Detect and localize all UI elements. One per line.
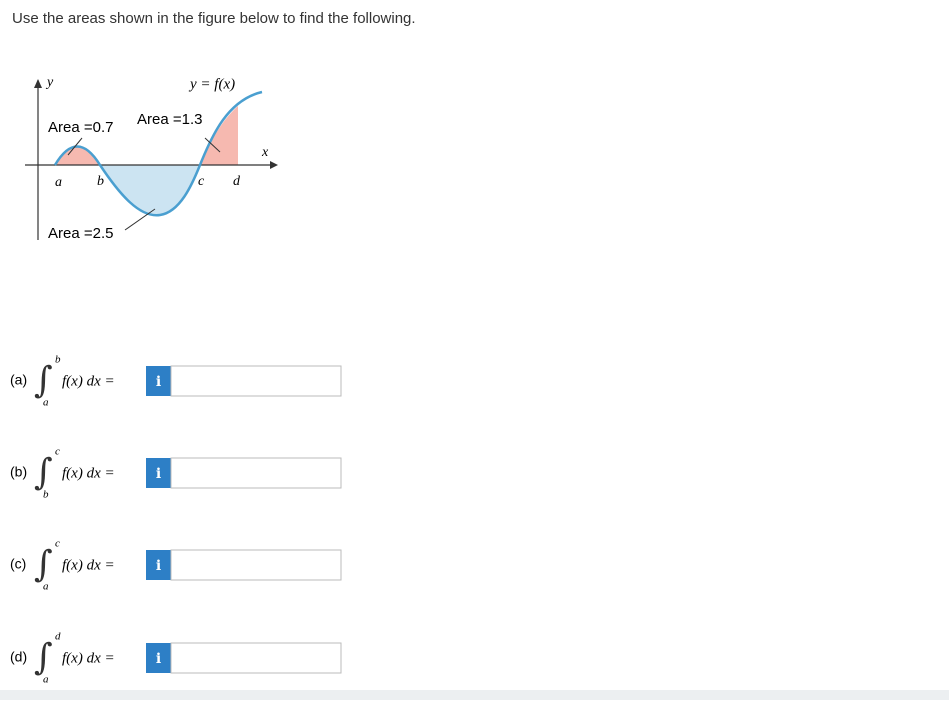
- arrowhead: [34, 79, 42, 88]
- pointer: [204, 137, 221, 153]
- point-label: c: [198, 174, 205, 189]
- upper-limit: b: [55, 354, 61, 366]
- lower-limit: a: [43, 397, 49, 409]
- lower-limit: a: [43, 581, 49, 593]
- curve-label: y = f(x): [188, 76, 235, 92]
- instruction: Use the areas shown in the figure below …: [12, 10, 416, 27]
- info-button[interactable]: [146, 643, 171, 673]
- pointer: [124, 208, 156, 231]
- point-label: d: [233, 174, 241, 189]
- question-label: (c): [10, 556, 26, 572]
- question-label: (d): [10, 649, 27, 665]
- point-label: b: [97, 174, 104, 189]
- answer-input[interactable]: [170, 457, 342, 489]
- area-label: Area =0.7: [48, 119, 113, 136]
- answer-input[interactable]: [170, 549, 342, 581]
- integrand: f(x) dx =: [62, 465, 115, 481]
- curve: [53, 90, 263, 217]
- area-fill: [200, 106, 238, 165]
- answer-input[interactable]: [170, 642, 342, 674]
- upper-limit: d: [55, 631, 61, 643]
- integral-sign: ∫: [34, 360, 53, 401]
- integral-sign: ∫: [34, 637, 53, 678]
- info-icon[interactable]: i: [156, 466, 161, 482]
- integrand: f(x) dx =: [62, 557, 115, 573]
- arrowhead: [270, 161, 278, 169]
- axis-label: x: [261, 145, 269, 160]
- integrand: f(x) dx =: [62, 373, 115, 389]
- info-icon[interactable]: i: [156, 651, 161, 667]
- question-label: (b): [10, 464, 27, 480]
- info-icon[interactable]: i: [156, 374, 161, 390]
- info-button[interactable]: [146, 366, 171, 396]
- footer-bar: [0, 690, 949, 700]
- integral-sign: ∫: [34, 544, 53, 585]
- questions: (a) ∫baf(x) dx = i(b) ∫cbf(x) dx = i(c) ∫caf(…: [10, 354, 342, 686]
- info-button[interactable]: [146, 458, 171, 488]
- question-label: (a): [10, 372, 27, 388]
- lower-limit: b: [43, 489, 49, 501]
- info-icon[interactable]: i: [156, 558, 161, 574]
- point-label: a: [55, 175, 62, 190]
- upper-limit: c: [55, 446, 60, 458]
- integral-sign: ∫: [34, 452, 53, 493]
- area-fill: [100, 165, 200, 216]
- pointer: [67, 137, 83, 156]
- area-label: Area =2.5: [48, 225, 113, 242]
- answer-input[interactable]: [170, 365, 342, 397]
- axis-label: y: [45, 75, 54, 90]
- integrand: f(x) dx =: [62, 650, 115, 666]
- area-label: Area =1.3: [137, 111, 202, 128]
- upper-limit: c: [55, 538, 60, 550]
- info-button[interactable]: [146, 550, 171, 580]
- lower-limit: a: [43, 674, 49, 686]
- figure: y y = f(x) Area =0.7 Area =1.3 Area =2.5…: [25, 75, 278, 242]
